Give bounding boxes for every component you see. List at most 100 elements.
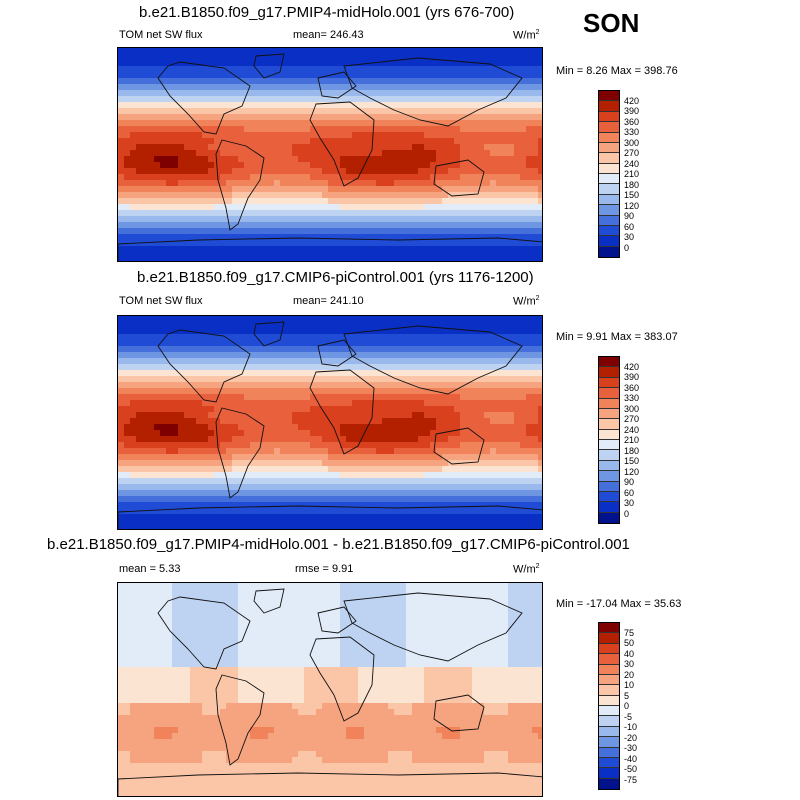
colorbar-swatch	[599, 122, 619, 133]
coastline	[343, 325, 523, 395]
colorbar-swatch	[599, 246, 619, 257]
colorbar-swatch	[599, 236, 619, 247]
colorbar-tick-label: 270	[624, 148, 640, 158]
colorbar-tick-label: 210	[624, 435, 640, 445]
season-label: SON	[583, 8, 640, 38]
colorbar-swatch	[599, 184, 619, 195]
colorbar-tick-label: 240	[624, 158, 640, 169]
colorbar-tick-label: 0	[624, 242, 630, 253]
coastline	[317, 71, 357, 99]
colorbar-swatch	[599, 388, 619, 399]
colorbar-tick-label: 75	[624, 627, 635, 638]
coastline	[253, 321, 285, 347]
panel-3-colorbar	[598, 622, 620, 790]
coastline	[157, 61, 251, 135]
colorbar-swatch	[599, 132, 619, 143]
colorbar-swatch	[599, 623, 619, 634]
colorbar-tick-label: 300	[624, 137, 640, 148]
colorbar-swatch	[599, 502, 619, 513]
colorbar-tick-label: 40	[624, 648, 635, 659]
colorbar-tick-label: 270	[624, 414, 640, 424]
colorbar-tick-label: -5	[624, 711, 633, 722]
colorbar-swatch	[599, 471, 619, 482]
panel-1-units: W/m2	[513, 29, 540, 42]
panel-1-title: b.e21.B1850.f09_g17.PMIP4-midHolo.001 (y…	[139, 4, 515, 21]
coastline	[118, 505, 542, 529]
colorbar-swatch	[599, 706, 619, 717]
colorbar-swatch	[599, 153, 619, 164]
colorbar-swatch	[599, 111, 619, 123]
panel-2-colorbar	[598, 356, 620, 524]
colorbar-swatch	[599, 737, 619, 748]
coastline	[215, 407, 265, 499]
colorbar-tick-label: 30	[624, 232, 635, 242]
colorbar-tick-label: -75	[624, 774, 638, 785]
panel-2-variable-label: TOM net SW flux	[119, 295, 203, 307]
panel-2-units: W/m2	[513, 295, 540, 308]
colorbar-swatch	[599, 163, 619, 174]
coastline	[118, 237, 542, 261]
colorbar-tick-label: 300	[624, 403, 640, 414]
colorbar-tick-label: 120	[624, 466, 640, 477]
colorbar-swatch	[599, 674, 619, 686]
panel-3-map	[117, 582, 543, 797]
coastline	[309, 101, 375, 187]
panel-2-title: b.e21.B1850.f09_g17.CMIP6-piControl.001 …	[137, 269, 534, 286]
panel-3-minmax: Min = -17.04 Max = 35.63	[556, 598, 682, 610]
colorbar-swatch	[599, 357, 619, 368]
colorbar-swatch	[599, 408, 619, 420]
colorbar-swatch	[599, 685, 619, 696]
colorbar-swatch	[599, 512, 619, 523]
colorbar-tick-label: 150	[624, 190, 640, 200]
colorbar-swatch	[599, 225, 619, 237]
coastline	[157, 596, 251, 670]
panel-1-map	[117, 47, 543, 262]
colorbar-swatch	[599, 481, 619, 492]
panel-3-units: W/m2	[513, 563, 540, 576]
colorbar-swatch	[599, 643, 619, 655]
colorbar-tick-label: 420	[624, 95, 640, 106]
panel-2-map	[117, 315, 543, 530]
colorbar-tick-label: 330	[624, 127, 640, 137]
panel-1-mean-label: mean= 246.43	[293, 29, 364, 41]
colorbar-tick-label: 90	[624, 477, 635, 487]
coastline	[215, 674, 265, 766]
colorbar-swatch	[599, 377, 619, 389]
colorbar-swatch	[599, 419, 619, 430]
colorbar-swatch	[599, 491, 619, 503]
colorbar-tick-label: 390	[624, 106, 640, 116]
coastline	[433, 159, 485, 197]
colorbar-tick-label: 30	[624, 659, 635, 669]
panel-3-rmse-label: rmse = 9.91	[295, 563, 354, 575]
coastline	[317, 606, 357, 634]
colorbar-tick-label: -20	[624, 732, 638, 743]
colorbar-tick-label: 360	[624, 382, 640, 393]
panel-1-colorbar	[598, 90, 620, 258]
colorbar-tick-label: 0	[624, 701, 630, 711]
colorbar-tick-label: 30	[624, 498, 635, 508]
coastline	[433, 694, 485, 732]
coastline	[215, 139, 265, 231]
colorbar-swatch	[599, 440, 619, 451]
colorbar-swatch	[599, 460, 619, 472]
colorbar-tick-label: 60	[624, 221, 635, 232]
colorbar-tick-label: 10	[624, 680, 635, 690]
colorbar-tick-label: 0	[624, 508, 630, 519]
panel-3-mean-label: mean = 5.33	[119, 563, 181, 575]
colorbar-tick-label: 390	[624, 372, 640, 382]
colorbar-tick-label: 210	[624, 169, 640, 179]
colorbar-tick-label: 5	[624, 690, 630, 701]
colorbar-tick-label: 20	[624, 669, 635, 680]
colorbar-tick-label: -40	[624, 753, 638, 764]
colorbar-swatch	[599, 716, 619, 727]
coastline	[433, 427, 485, 465]
colorbar-tick-label: 240	[624, 424, 640, 435]
colorbar-tick-label: 180	[624, 445, 640, 456]
panel-3-title: b.e21.B1850.f09_g17.PMIP4-midHolo.001 - …	[47, 536, 630, 553]
colorbar-swatch	[599, 757, 619, 769]
colorbar-swatch	[599, 450, 619, 461]
colorbar-swatch	[599, 367, 619, 378]
colorbar-tick-label: 330	[624, 393, 640, 403]
coastline	[157, 329, 251, 403]
colorbar-tick-label: -30	[624, 743, 638, 753]
